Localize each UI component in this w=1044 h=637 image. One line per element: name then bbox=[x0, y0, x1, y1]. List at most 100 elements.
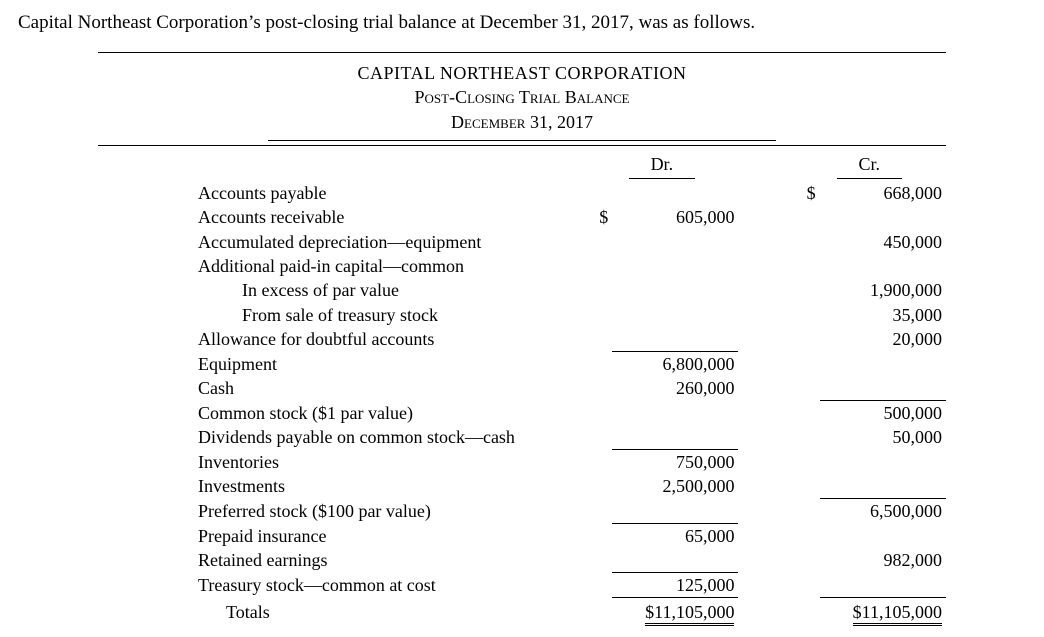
cr-amount: 50,000 bbox=[820, 425, 946, 449]
dr-amount bbox=[612, 230, 738, 254]
dr-currency-symbol bbox=[585, 376, 612, 400]
dr-amount: 260,000 bbox=[612, 376, 738, 400]
dr-currency-symbol bbox=[585, 572, 612, 597]
dr-amount bbox=[612, 327, 738, 351]
cr-amount bbox=[820, 449, 946, 474]
dr-currency-symbol bbox=[585, 523, 612, 548]
dr-amount bbox=[612, 548, 738, 572]
account-name: Accumulated depreciation—equipment bbox=[98, 230, 585, 254]
table-row: Dividends payable on common stock—cash 50… bbox=[98, 425, 946, 449]
account-name: Cash bbox=[98, 376, 585, 400]
table-row: Retained earnings 982,000 bbox=[98, 548, 946, 572]
account-name: Allowance for doubtful accounts bbox=[98, 327, 585, 351]
account-name: From sale of treasury stock bbox=[98, 303, 585, 327]
cr-currency-symbol bbox=[793, 230, 820, 254]
trial-balance-statement: CAPITAL NORTHEAST CORPORATION Post-Closi… bbox=[98, 52, 946, 625]
cr-amount bbox=[820, 572, 946, 597]
totals-cr: $11,105,000 bbox=[820, 598, 946, 625]
table-row: Accounts receivable$605,000 bbox=[98, 205, 946, 229]
dr-amount bbox=[612, 254, 738, 278]
dr-amount: 125,000 bbox=[612, 572, 738, 597]
intro-text: Capital Northeast Corporation’s post-clo… bbox=[18, 12, 1026, 34]
cr-currency-symbol bbox=[793, 400, 820, 425]
totals-row: Totals $11,105,000 $11,105,000 bbox=[98, 598, 946, 625]
cr-amount bbox=[820, 254, 946, 278]
cr-currency-symbol bbox=[793, 278, 820, 302]
account-name: Dividends payable on common stock—cash bbox=[98, 425, 585, 449]
cr-column-header: Cr. bbox=[793, 152, 946, 181]
dr-currency-symbol bbox=[585, 351, 612, 376]
cr-currency-symbol bbox=[793, 548, 820, 572]
table-row: From sale of treasury stock35,000 bbox=[98, 303, 946, 327]
dr-currency-symbol bbox=[585, 278, 612, 302]
totals-label: Totals bbox=[98, 598, 585, 625]
dr-currency-symbol bbox=[585, 449, 612, 474]
table-row: Accounts payable $668,000 bbox=[98, 181, 946, 205]
statement-header: CAPITAL NORTHEAST CORPORATION Post-Closi… bbox=[98, 61, 946, 141]
dr-currency-symbol: $ bbox=[585, 205, 612, 229]
account-name: Inventories bbox=[98, 449, 585, 474]
dr-currency-symbol bbox=[585, 400, 612, 425]
account-name: Equipment bbox=[98, 351, 585, 376]
table-row: In excess of par value 1,900,000 bbox=[98, 278, 946, 302]
dr-amount: 6,800,000 bbox=[612, 351, 738, 376]
table-row: Inventories 750,000 bbox=[98, 449, 946, 474]
cr-amount: 20,000 bbox=[820, 327, 946, 351]
account-name: Accounts receivable bbox=[98, 205, 585, 229]
table-row: Additional paid-in capital—common bbox=[98, 254, 946, 278]
cr-amount: 500,000 bbox=[820, 400, 946, 425]
cr-currency-symbol: $ bbox=[793, 181, 820, 205]
statement-title: Post-Closing Trial Balance bbox=[98, 85, 946, 109]
dr-amount: 605,000 bbox=[612, 205, 738, 229]
dr-currency-symbol bbox=[585, 499, 612, 524]
cr-currency-symbol bbox=[793, 376, 820, 400]
dr-amount bbox=[612, 499, 738, 524]
cr-amount bbox=[820, 351, 946, 376]
account-name: Retained earnings bbox=[98, 548, 585, 572]
cr-currency-symbol bbox=[793, 351, 820, 376]
cr-currency-symbol bbox=[793, 449, 820, 474]
cr-amount: 6,500,000 bbox=[820, 499, 946, 524]
dr-amount: 750,000 bbox=[612, 449, 738, 474]
dr-amount: 2,500,000 bbox=[612, 474, 738, 498]
cr-currency-symbol bbox=[793, 474, 820, 498]
cr-currency-symbol bbox=[793, 523, 820, 548]
statement-date: December 31, 2017 bbox=[98, 110, 946, 134]
dr-amount bbox=[612, 303, 738, 327]
dr-currency-symbol bbox=[585, 230, 612, 254]
cr-amount: 1,900,000 bbox=[820, 278, 946, 302]
account-name: Accounts payable bbox=[98, 181, 585, 205]
account-name: Additional paid-in capital—common bbox=[98, 254, 585, 278]
cr-amount: 450,000 bbox=[820, 230, 946, 254]
cr-amount: 982,000 bbox=[820, 548, 946, 572]
cr-amount bbox=[820, 474, 946, 498]
table-row: Preferred stock ($100 par value)6,500,00… bbox=[98, 499, 946, 524]
top-rule bbox=[98, 52, 946, 53]
under-header-rule bbox=[268, 140, 777, 141]
trial-balance-table: Dr. Cr. Accounts payable$668,000Accounts… bbox=[98, 152, 946, 625]
cr-amount: 668,000 bbox=[820, 181, 946, 205]
table-row: Treasury stock—common at cost125,000 bbox=[98, 572, 946, 597]
cr-currency-symbol bbox=[793, 254, 820, 278]
cr-currency-symbol bbox=[793, 425, 820, 449]
totals-dr: $11,105,000 bbox=[612, 598, 738, 625]
dr-currency-symbol bbox=[585, 254, 612, 278]
table-row: Accumulated depreciation—equipment 450,00… bbox=[98, 230, 946, 254]
table-row: Allowance for doubtful accounts 20,000 bbox=[98, 327, 946, 351]
dr-currency-symbol bbox=[585, 474, 612, 498]
dr-currency-symbol bbox=[585, 181, 612, 205]
cr-currency-symbol bbox=[793, 327, 820, 351]
dr-currency-symbol bbox=[585, 303, 612, 327]
dr-column-header: Dr. bbox=[585, 152, 738, 181]
cr-currency-symbol bbox=[793, 499, 820, 524]
account-name: Investments bbox=[98, 474, 585, 498]
cr-currency-symbol bbox=[793, 205, 820, 229]
table-row: Investments 2,500,000 bbox=[98, 474, 946, 498]
table-row: Equipment 6,800,000 bbox=[98, 351, 946, 376]
dr-currency-symbol bbox=[585, 425, 612, 449]
account-name: In excess of par value bbox=[98, 278, 585, 302]
dr-amount bbox=[612, 278, 738, 302]
cr-currency-symbol bbox=[793, 303, 820, 327]
account-name: Prepaid insurance bbox=[98, 523, 585, 548]
cr-amount bbox=[820, 376, 946, 400]
